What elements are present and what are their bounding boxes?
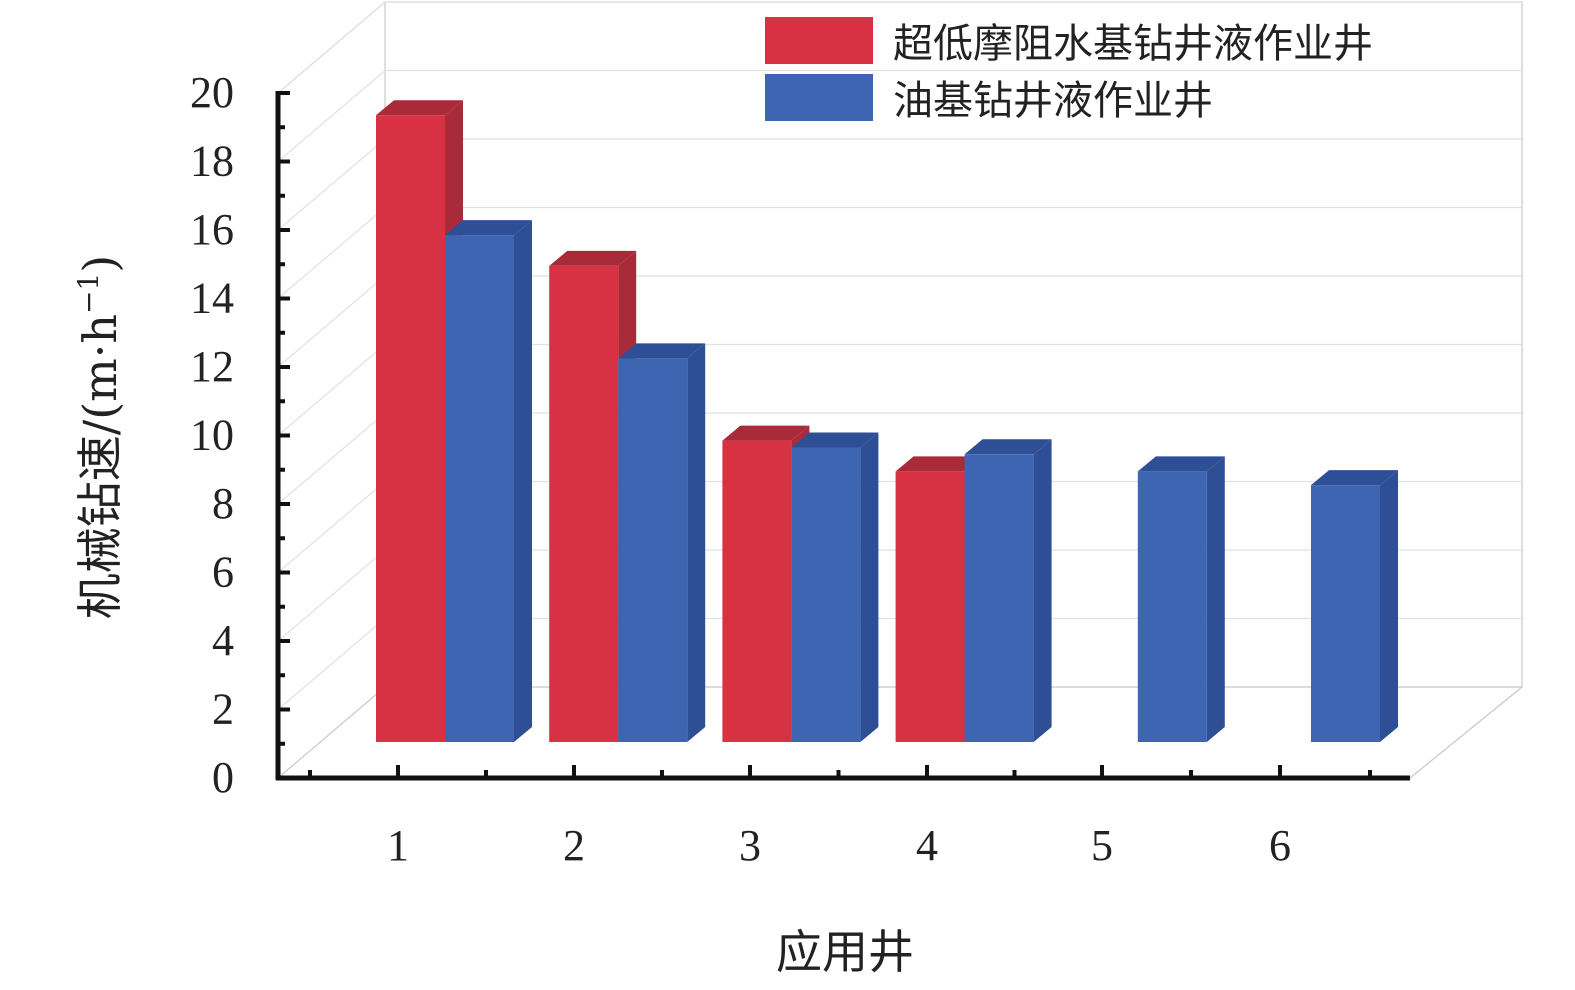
- gridline-side: [277, 138, 386, 231]
- bar-6-series-1-side: [1380, 470, 1398, 742]
- y-axis-title-main: 机械钻速/(m·h: [73, 314, 127, 619]
- x-tick-label-6: 6: [1269, 821, 1291, 870]
- x-tick-label-4: 4: [916, 821, 938, 870]
- floor-left-edge: [277, 686, 386, 779]
- x-tick-label-1: 1: [387, 821, 409, 870]
- bar-4-series-0-front: [895, 471, 965, 742]
- y-tick-label-16: 16: [190, 205, 234, 254]
- x-tick-label-5: 5: [1091, 821, 1113, 870]
- y-tick-label-20: 20: [190, 68, 234, 117]
- bar-5-series-1: [1137, 456, 1225, 742]
- y-axis-title: 机械钻速/(m·h−1): [72, 255, 127, 620]
- bar-4-series-1-top: [964, 439, 1052, 455]
- bar-3-series-1-front: [791, 447, 861, 742]
- bar-4-series-1-front: [964, 454, 1034, 742]
- gridline-side: [277, 618, 386, 710]
- y-tick-label-4: 4: [212, 616, 234, 665]
- legend-label-oil-based: 油基钻井液作业井: [893, 78, 1213, 124]
- gridline-side: [277, 412, 386, 505]
- y-axis-tick-labels: 0 2 4 6 8 10 12 14 16 18 20: [190, 68, 234, 802]
- gridline-side: [277, 344, 386, 436]
- bar-5-series-1-front: [1137, 471, 1207, 742]
- y-tick-label-8: 8: [212, 479, 234, 528]
- bar-1-series-1-side: [514, 220, 532, 743]
- chart-legend: 超低摩阻水基钻井液作业井 油基钻井液作业井: [765, 17, 1373, 124]
- y-tick-label-12: 12: [190, 342, 234, 391]
- bar-4-series-0-top: [895, 456, 983, 472]
- bar-2-series-0-top: [549, 250, 637, 266]
- bar-6-series-1-front: [1311, 485, 1380, 742]
- y-tick-label-10: 10: [190, 411, 234, 460]
- bar-6-series-1: [1311, 470, 1398, 742]
- gridline-side: [277, 549, 386, 642]
- bar-3-series-1-top: [791, 432, 879, 448]
- x-tick-label-2: 2: [563, 821, 585, 870]
- x-tick-label-3: 3: [739, 821, 761, 870]
- bar-3-series-1: [791, 432, 879, 742]
- bar-4-series-1-side: [1033, 439, 1052, 742]
- x-axis-title: 应用井: [776, 925, 914, 979]
- y-tick-label-0: 0: [212, 753, 234, 802]
- y-tick-label-6: 6: [212, 548, 234, 597]
- bar-1-series-1: [445, 220, 532, 743]
- bar-3-series-1-side: [860, 432, 879, 742]
- bar-2-series-0-front: [549, 265, 619, 742]
- gridline-side: [277, 481, 386, 573]
- bar-1-series-1-top: [445, 220, 532, 236]
- bar-6-series-1-top: [1311, 470, 1398, 486]
- legend-label-water-based: 超低摩阻水基钻井液作业井: [893, 21, 1373, 67]
- y-axis-title-superscript: −1: [72, 273, 105, 314]
- legend-swatch-water-based: [765, 17, 873, 64]
- bar-2-series-1-front: [618, 358, 688, 742]
- bar-2-series-1: [618, 343, 706, 742]
- chart-bars: [376, 100, 1398, 743]
- y-axis-title-close: ): [73, 255, 127, 273]
- gridline-side: [277, 275, 386, 368]
- bar-3-series-0-top: [722, 425, 810, 441]
- gridline-side: [277, 70, 386, 162]
- bar-2-series-1-side: [687, 343, 706, 742]
- gridline-side: [277, 207, 386, 299]
- bar-1-series-0-front: [376, 115, 445, 743]
- y-tick-label-14: 14: [190, 274, 234, 323]
- bar-4-series-1: [964, 439, 1052, 742]
- bar-1-series-1-front: [445, 235, 514, 742]
- bar-2-series-1-top: [618, 343, 706, 359]
- bar-5-series-1-side: [1206, 456, 1225, 742]
- legend-swatch-oil-based: [765, 74, 873, 121]
- bar-5-series-1-top: [1137, 456, 1225, 472]
- y-tick-label-18: 18: [190, 137, 234, 186]
- floor-right-edge: [1409, 686, 1523, 779]
- chart-axes: [275, 91, 1410, 781]
- gridline-side: [277, 1, 386, 94]
- bar-3-series-0-front: [722, 440, 792, 742]
- bar-1-series-0-top: [376, 100, 463, 116]
- y-tick-label-2: 2: [212, 685, 234, 734]
- x-axis-tick-labels: 1 2 3 4 5 6: [387, 821, 1291, 870]
